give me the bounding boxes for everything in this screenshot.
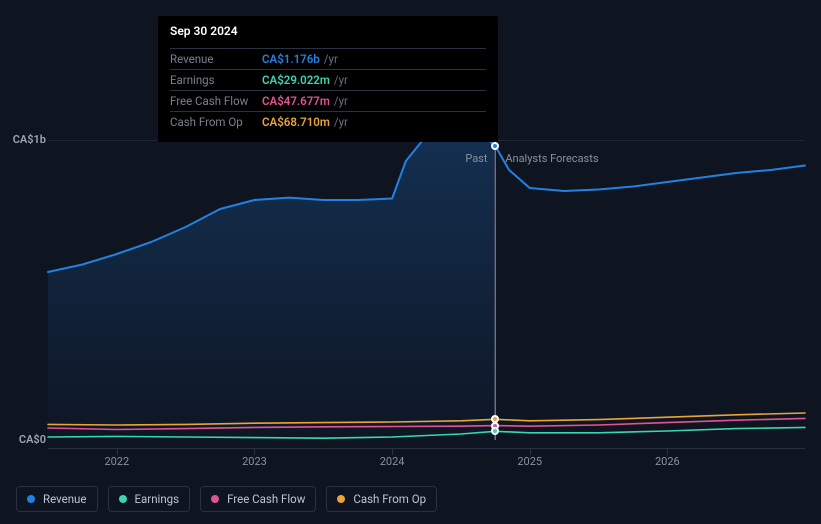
tooltip-row-unit: /yr: [334, 73, 348, 87]
legend-item-earnings[interactable]: Earnings: [108, 486, 191, 512]
tooltip-row-label: Cash From Op: [170, 115, 262, 129]
x-axis-label: 2026: [655, 455, 680, 468]
legend-item-label: Cash From Op: [353, 492, 426, 506]
legend-item-revenue[interactable]: Revenue: [16, 486, 98, 512]
x-axis-label: 2025: [517, 455, 542, 468]
x-axis-label: 2023: [242, 455, 267, 468]
tooltip-date: Sep 30 2024: [170, 24, 486, 44]
tooltip-row-label: Free Cash Flow: [170, 94, 262, 108]
earnings-hover-marker: [491, 427, 499, 435]
y-axis-label: CA$0: [6, 433, 46, 446]
revenue-area-fill: [48, 134, 495, 440]
plot-area[interactable]: Past Analysts Forecasts: [48, 140, 805, 440]
legend-item-fcf[interactable]: Free Cash Flow: [200, 486, 316, 512]
tooltip-row-label: Earnings: [170, 73, 262, 87]
y-axis-label: CA$1b: [6, 133, 46, 146]
tooltip-row-value: CA$1.176b: [262, 52, 320, 66]
tooltip-row-label: Revenue: [170, 52, 262, 66]
chart-svg: [48, 140, 805, 440]
tooltip-row-value: CA$47.677m: [262, 94, 330, 108]
chart-tooltip: Sep 30 2024 RevenueCA$1.176b/yrEarningsC…: [158, 16, 498, 142]
tooltip-row-unit: /yr: [334, 94, 348, 108]
revenue-hover-marker: [491, 142, 499, 150]
tooltip-row-value: CA$29.022m: [262, 73, 330, 87]
label-past: Past: [465, 152, 487, 165]
legend-swatch-icon: [211, 495, 219, 503]
legend: Revenue Earnings Free Cash Flow Cash From O…: [16, 486, 437, 512]
legend-swatch-icon: [119, 495, 127, 503]
legend-item-cfo[interactable]: Cash From Op: [326, 486, 437, 512]
tooltip-row-value: CA$68.710m: [262, 115, 330, 129]
legend-swatch-icon: [337, 495, 345, 503]
x-axis-label: 2022: [104, 455, 129, 468]
label-forecast: Analysts Forecasts: [505, 152, 598, 165]
earnings-forecast-chart: Sep 30 2024 RevenueCA$1.176b/yrEarningsC…: [16, 0, 805, 524]
tooltip-row: Free Cash FlowCA$47.677m/yr: [170, 90, 486, 111]
tooltip-row-unit: /yr: [324, 52, 338, 66]
tooltip-row: Cash From OpCA$68.710m/yr: [170, 111, 486, 132]
hover-guideline: [495, 140, 496, 440]
x-axis: 2022 2023 2024 2025 2026: [48, 448, 805, 468]
tooltip-row: EarningsCA$29.022m/yr: [170, 69, 486, 90]
legend-item-label: Earnings: [135, 492, 180, 506]
legend-swatch-icon: [27, 495, 35, 503]
legend-item-label: Revenue: [43, 492, 87, 506]
x-axis-label: 2024: [380, 455, 405, 468]
tooltip-row: RevenueCA$1.176b/yr: [170, 48, 486, 69]
legend-item-label: Free Cash Flow: [227, 492, 305, 506]
tooltip-row-unit: /yr: [334, 115, 348, 129]
